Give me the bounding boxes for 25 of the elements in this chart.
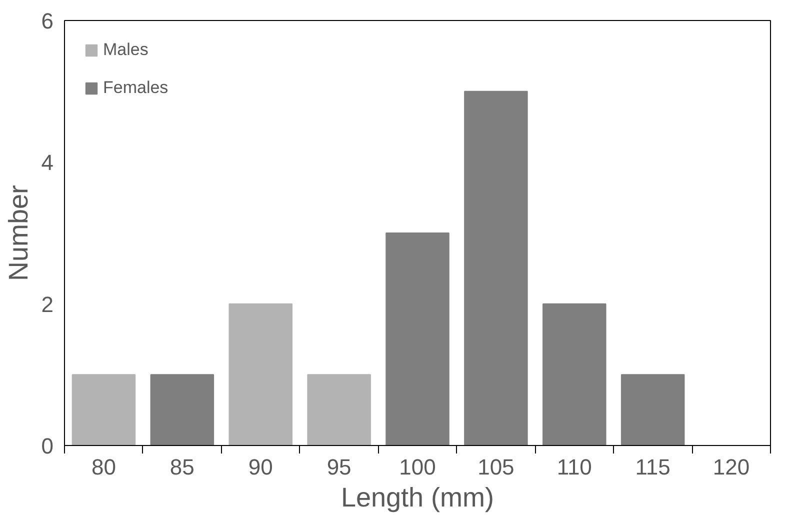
- y-tick-label: 6: [41, 8, 54, 34]
- legend-label: Males: [103, 40, 148, 60]
- bar: [464, 90, 528, 446]
- bar: [228, 303, 292, 446]
- x-axis-title: Length (mm): [340, 482, 494, 512]
- bar: [150, 374, 214, 446]
- y-tick-label: 0: [41, 434, 54, 458]
- bar: [307, 374, 371, 446]
- bar: [386, 232, 450, 446]
- y-tick-label: 4: [41, 150, 54, 176]
- x-tick-label: 105: [478, 454, 514, 480]
- bar: [620, 374, 685, 446]
- x-tick-label: 110: [556, 454, 592, 480]
- x-tick-label: 80: [91, 454, 116, 480]
- x-tick-label: 115: [635, 454, 670, 480]
- x-tick-label: 120: [712, 454, 750, 480]
- y-tick-label: 2: [41, 292, 54, 317]
- bar: [72, 374, 136, 446]
- x-tick-label: 90: [248, 454, 273, 480]
- legend-label: Females: [103, 78, 168, 98]
- x-tick-label: 95: [326, 454, 352, 480]
- x-tick-label: 100: [399, 454, 436, 480]
- bar: [542, 303, 606, 446]
- y-axis-title: Number: [3, 184, 34, 282]
- x-tick-label: 85: [170, 454, 194, 480]
